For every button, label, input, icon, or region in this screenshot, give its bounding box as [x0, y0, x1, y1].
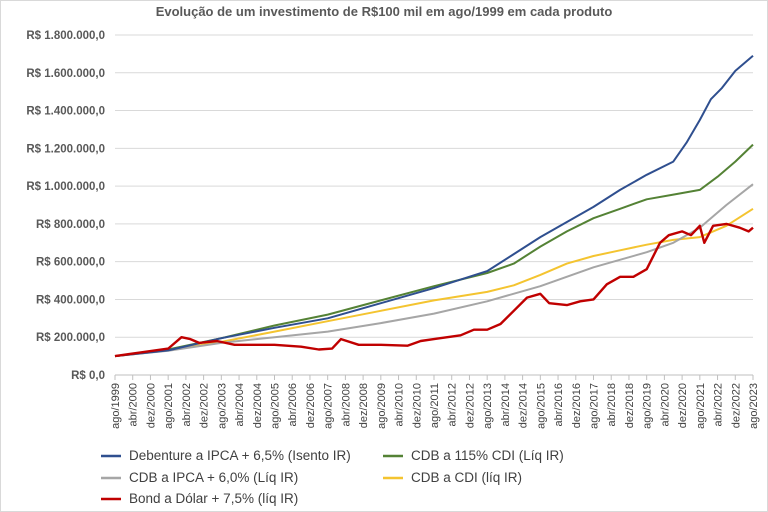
x-tick-label: ago/2013 — [482, 383, 494, 429]
x-tick-label: dez/2004 — [252, 383, 264, 428]
x-tick-label: abr/2018 — [606, 383, 618, 426]
legend-label: CDB a CDI (líq IR) — [411, 470, 522, 485]
legend-label: CDB a 115% CDI (Líq IR) — [411, 448, 564, 463]
x-tick-label: abr/2014 — [500, 383, 512, 426]
x-tick-label: dez/2022 — [730, 383, 742, 428]
x-tick-label: dez/2014 — [518, 383, 530, 428]
x-tick-label: ago/1999 — [110, 383, 122, 429]
x-tick-label: ago/2017 — [589, 383, 601, 429]
chart-title: Evolução de um investimento de R$100 mil… — [155, 4, 613, 19]
x-tick-label: dez/2016 — [571, 383, 583, 428]
x-axis-ticks: ago/1999 abr/2000 dez/2000 ago/2001 abr/2002… — [110, 375, 760, 429]
x-tick-label: abr/2022 — [713, 383, 725, 426]
x-tick-label: abr/2012 — [447, 383, 459, 426]
series-line-2 — [114, 183, 754, 358]
y-tick-label: R$ 1.600.000,0 — [26, 68, 105, 80]
x-tick-label: ago/2021 — [695, 383, 707, 429]
x-tick-label: dez/2012 — [464, 383, 476, 428]
legend: Debenture a IPCA + 6,5% (Isento IR) CDB a… — [101, 448, 564, 506]
x-tick-label: ago/2019 — [642, 383, 654, 429]
x-tick-label: abr/2020 — [659, 383, 671, 426]
x-tick-label: dez/2018 — [624, 383, 636, 428]
x-tick-label: abr/2002 — [181, 383, 193, 426]
x-tick-label: abr/2006 — [287, 383, 299, 426]
series-line-3 — [114, 207, 754, 358]
x-tick-label: abr/2008 — [340, 383, 352, 426]
gridlines — [115, 34, 753, 338]
series-line-4 — [114, 222, 754, 358]
series-lines — [114, 55, 754, 358]
y-tick-label: R$ 1.200.000,0 — [26, 143, 105, 155]
y-tick-label: R$ 400.000,0 — [36, 294, 105, 306]
x-tick-label: ago/2011 — [429, 383, 441, 428]
y-tick-label: R$ 800.000,0 — [36, 219, 105, 231]
x-tick-label: dez/2020 — [677, 383, 689, 428]
x-tick-label: abr/2004 — [234, 383, 246, 426]
x-tick-label: dez/2010 — [411, 383, 423, 428]
legend-label: CDB a IPCA + 6,0% (Líq IR) — [129, 470, 298, 485]
legend-label: Debenture a IPCA + 6,5% (Isento IR) — [129, 448, 351, 463]
x-tick-label: dez/2000 — [145, 383, 157, 428]
x-tick-label: dez/2002 — [199, 383, 211, 428]
y-tick-label: R$ 200.000,0 — [36, 332, 105, 344]
legend-label: Bond a Dólar + 7,5% (líq IR) — [129, 491, 298, 506]
x-tick-label: dez/2008 — [358, 383, 370, 428]
y-tick-label: R$ 0,0 — [71, 370, 105, 382]
y-tick-label: R$ 1.400.000,0 — [26, 106, 105, 118]
x-tick-label: ago/2023 — [748, 383, 760, 429]
x-tick-label: ago/2015 — [535, 383, 547, 429]
y-tick-label: R$ 600.000,0 — [36, 257, 105, 269]
x-tick-label: dez/2006 — [305, 383, 317, 428]
x-tick-label: ago/2007 — [323, 383, 335, 429]
series-line-0 — [114, 55, 754, 358]
x-tick-label: ago/2001 — [163, 383, 175, 429]
x-tick-label: ago/2005 — [270, 383, 282, 429]
x-tick-label: abr/2010 — [394, 383, 406, 426]
y-axis-ticks: R$ 0,0 R$ 200.000,0 R$ 400.000,0 R$ 600.000… — [26, 30, 105, 382]
x-tick-label: abr/2000 — [128, 383, 140, 426]
series-line-1 — [114, 143, 754, 358]
y-tick-label: R$ 1.000.000,0 — [26, 181, 105, 193]
y-tick-label: R$ 1.800.000,0 — [26, 30, 105, 42]
x-tick-label: abr/2016 — [553, 383, 565, 426]
x-tick-label: ago/2009 — [376, 383, 388, 429]
x-tick-label: ago/2003 — [216, 383, 228, 429]
